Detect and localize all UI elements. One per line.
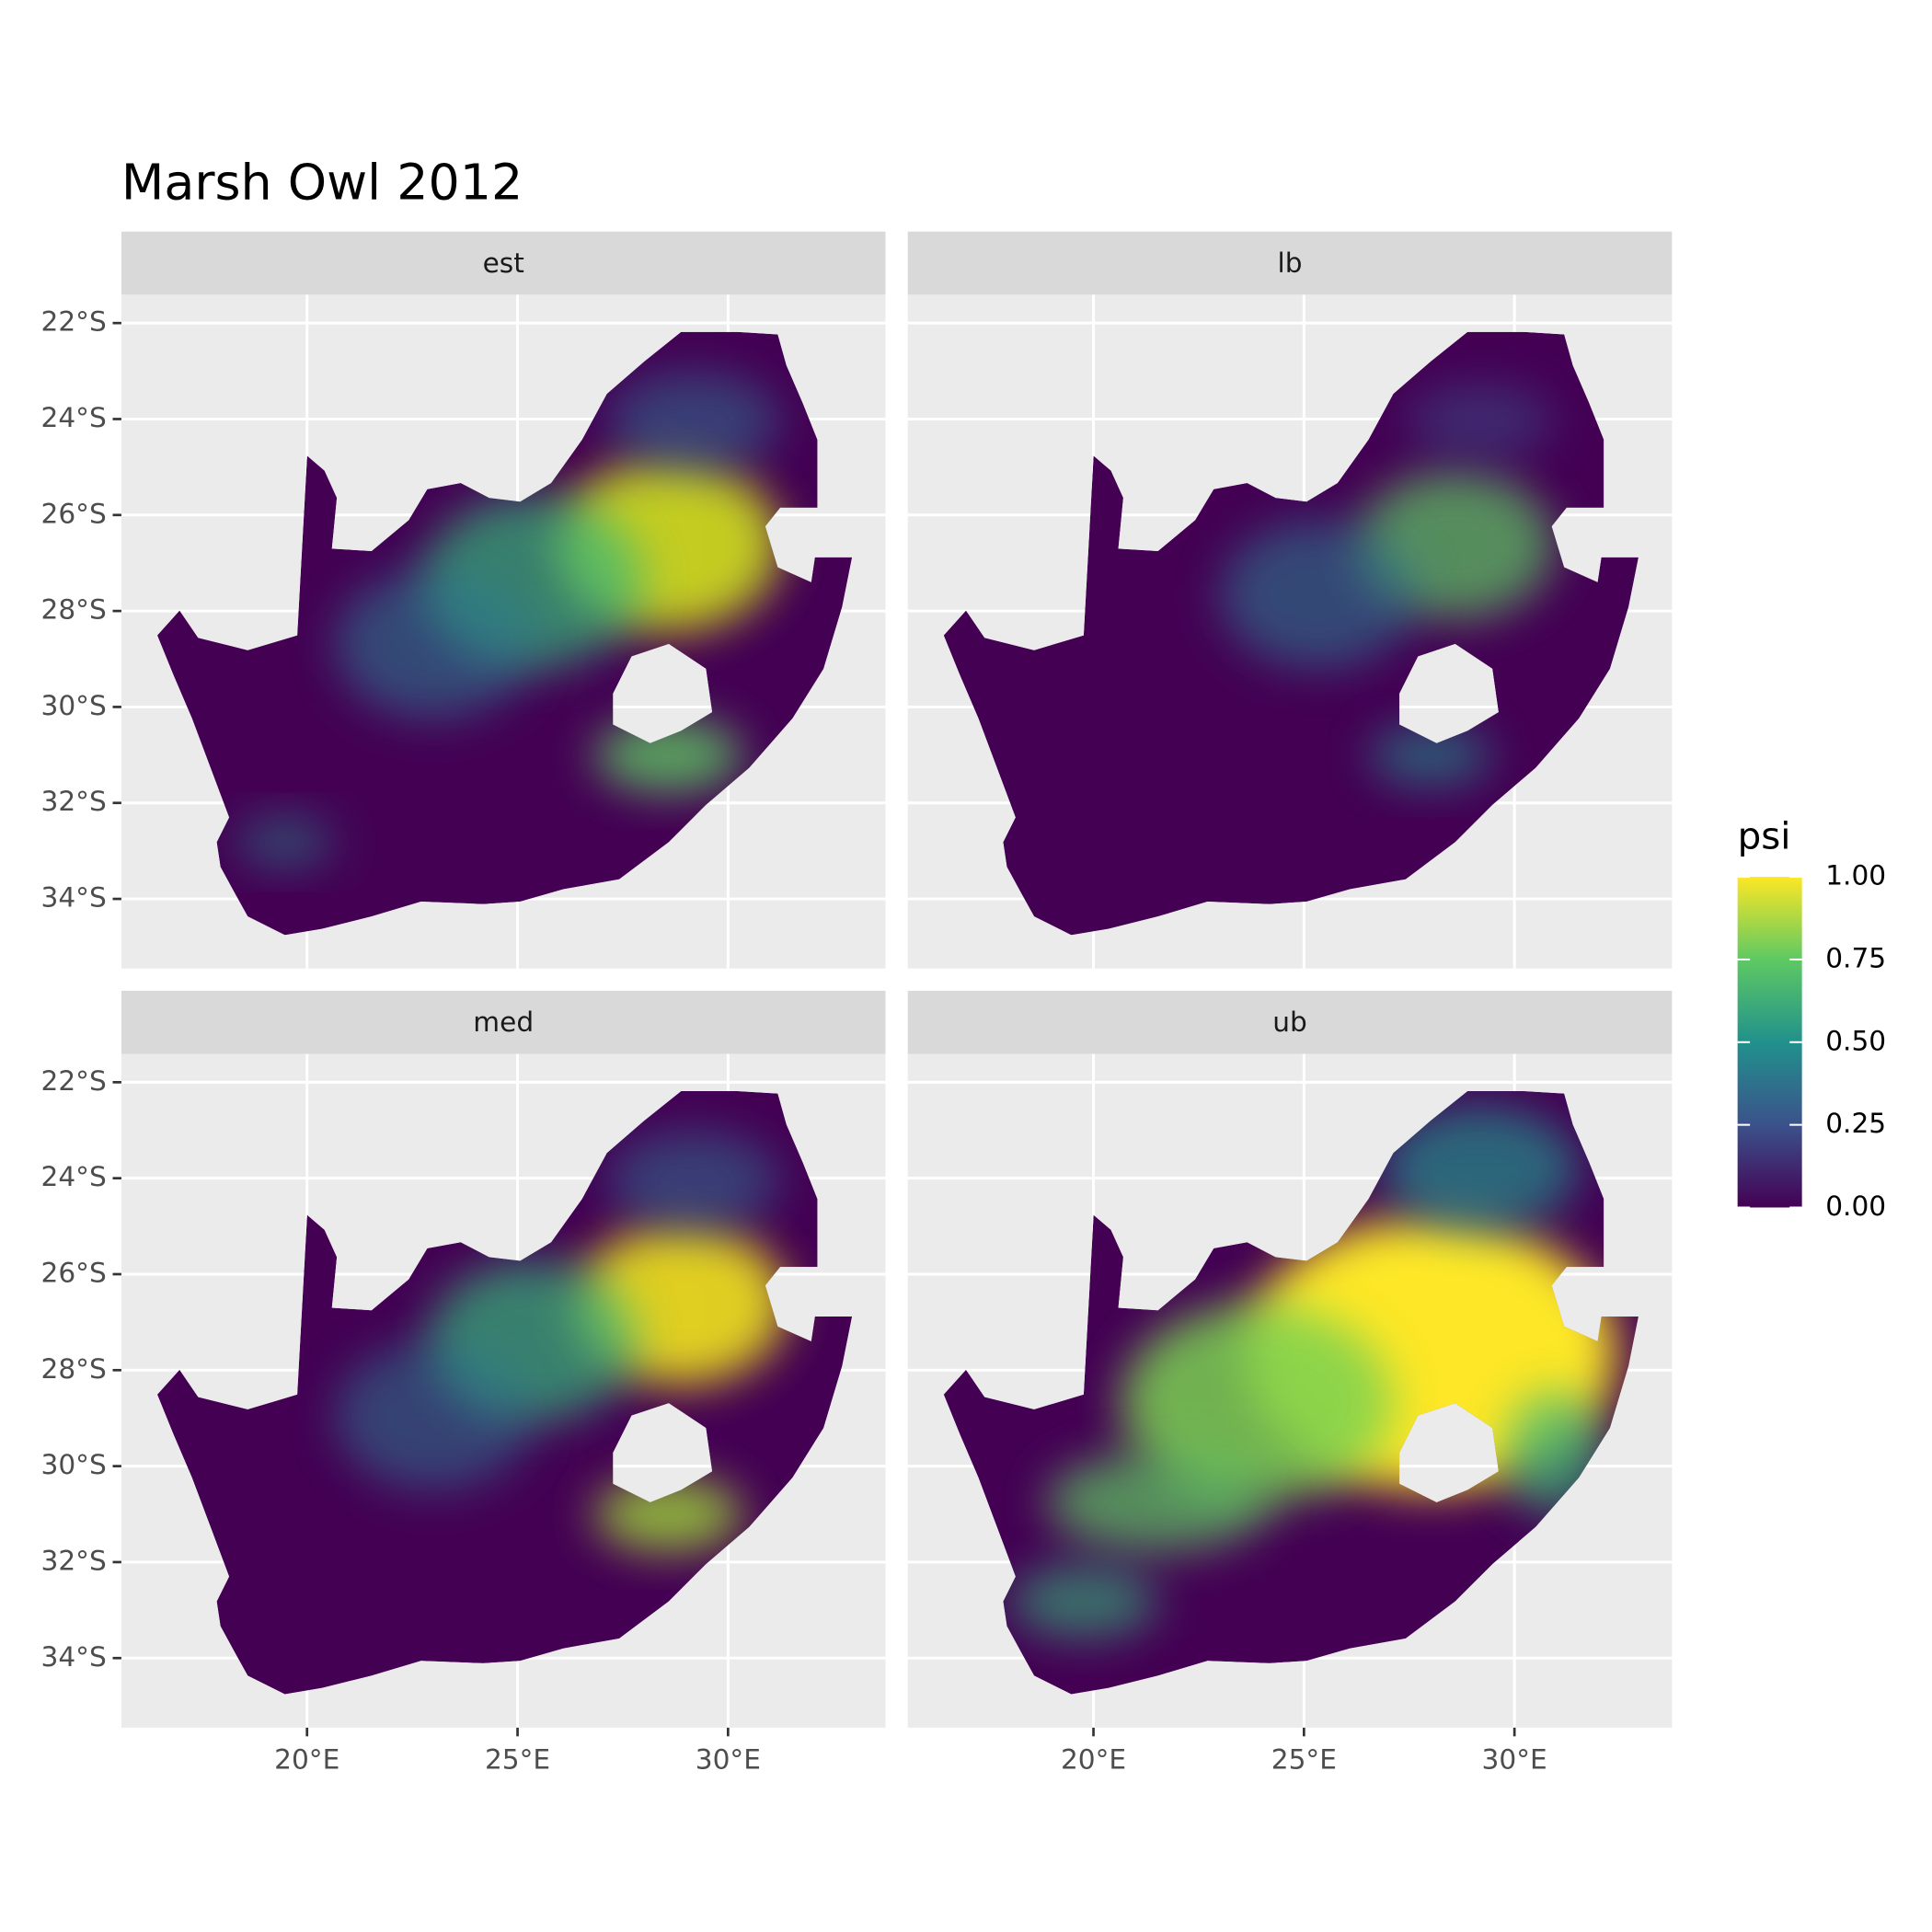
x-tick-label: 20°E	[1061, 1744, 1126, 1776]
chart-title: Marsh Owl 2012	[121, 154, 523, 212]
occupancy-area	[1405, 384, 1555, 459]
x-tick-label: 25°E	[1271, 1744, 1337, 1776]
x-tick-label: 20°E	[274, 1744, 339, 1776]
y-tick-label: 28°S	[40, 594, 106, 626]
y-tick-label: 26°S	[40, 498, 106, 529]
strip-label: est	[483, 247, 524, 279]
occupancy-area	[606, 371, 781, 471]
map-raster	[156, 1090, 853, 1695]
y-tick-label: 24°S	[40, 402, 106, 433]
map-raster	[156, 331, 853, 936]
x-tick-label: 25°E	[485, 1744, 550, 1776]
y-tick-label: 32°S	[40, 1545, 106, 1576]
occupancy-area	[1219, 520, 1419, 669]
legend-label: 0.50	[1825, 1025, 1886, 1056]
occupancy-area	[1009, 1564, 1158, 1639]
occupancy-area	[235, 817, 335, 868]
occupancy-area	[334, 569, 533, 719]
strip	[907, 231, 1673, 295]
occupancy-area	[594, 718, 743, 793]
legend-label: 0.00	[1825, 1190, 1886, 1222]
strip	[907, 990, 1673, 1054]
occupancy-area	[594, 1477, 743, 1552]
map-raster	[943, 1090, 1639, 1695]
strip-label: ub	[1272, 1006, 1307, 1038]
strip-label: med	[473, 1006, 534, 1038]
occupancy-area	[1046, 1453, 1270, 1552]
y-tick-label: 30°S	[40, 1449, 106, 1480]
legend-label: 1.00	[1825, 860, 1886, 891]
x-tick-label: 30°E	[696, 1744, 761, 1776]
strip-label: lb	[1278, 247, 1303, 279]
occupancy-area	[1368, 724, 1493, 787]
occupancy-area	[1121, 1304, 1394, 1502]
y-tick-label: 32°S	[40, 786, 106, 817]
y-tick-label: 28°S	[40, 1353, 106, 1385]
strip	[121, 990, 886, 1054]
legend-label: 0.75	[1825, 942, 1886, 973]
occupancy-area	[1380, 1106, 1580, 1230]
y-tick-label: 34°S	[40, 1641, 106, 1673]
strip	[121, 231, 886, 295]
y-tick-label: 22°S	[40, 1065, 106, 1097]
y-tick-label: 26°S	[40, 1257, 106, 1288]
map-raster	[943, 331, 1639, 936]
y-tick-label: 34°S	[40, 882, 106, 914]
legend-title: psi	[1738, 814, 1791, 857]
legend-label: 0.25	[1825, 1108, 1886, 1139]
x-tick-label: 30°E	[1482, 1744, 1547, 1776]
y-tick-label: 24°S	[40, 1161, 106, 1192]
y-tick-label: 22°S	[40, 306, 106, 338]
y-tick-label: 30°S	[40, 690, 106, 721]
occupancy-area	[334, 1340, 533, 1490]
occupancy-area	[606, 1131, 781, 1230]
